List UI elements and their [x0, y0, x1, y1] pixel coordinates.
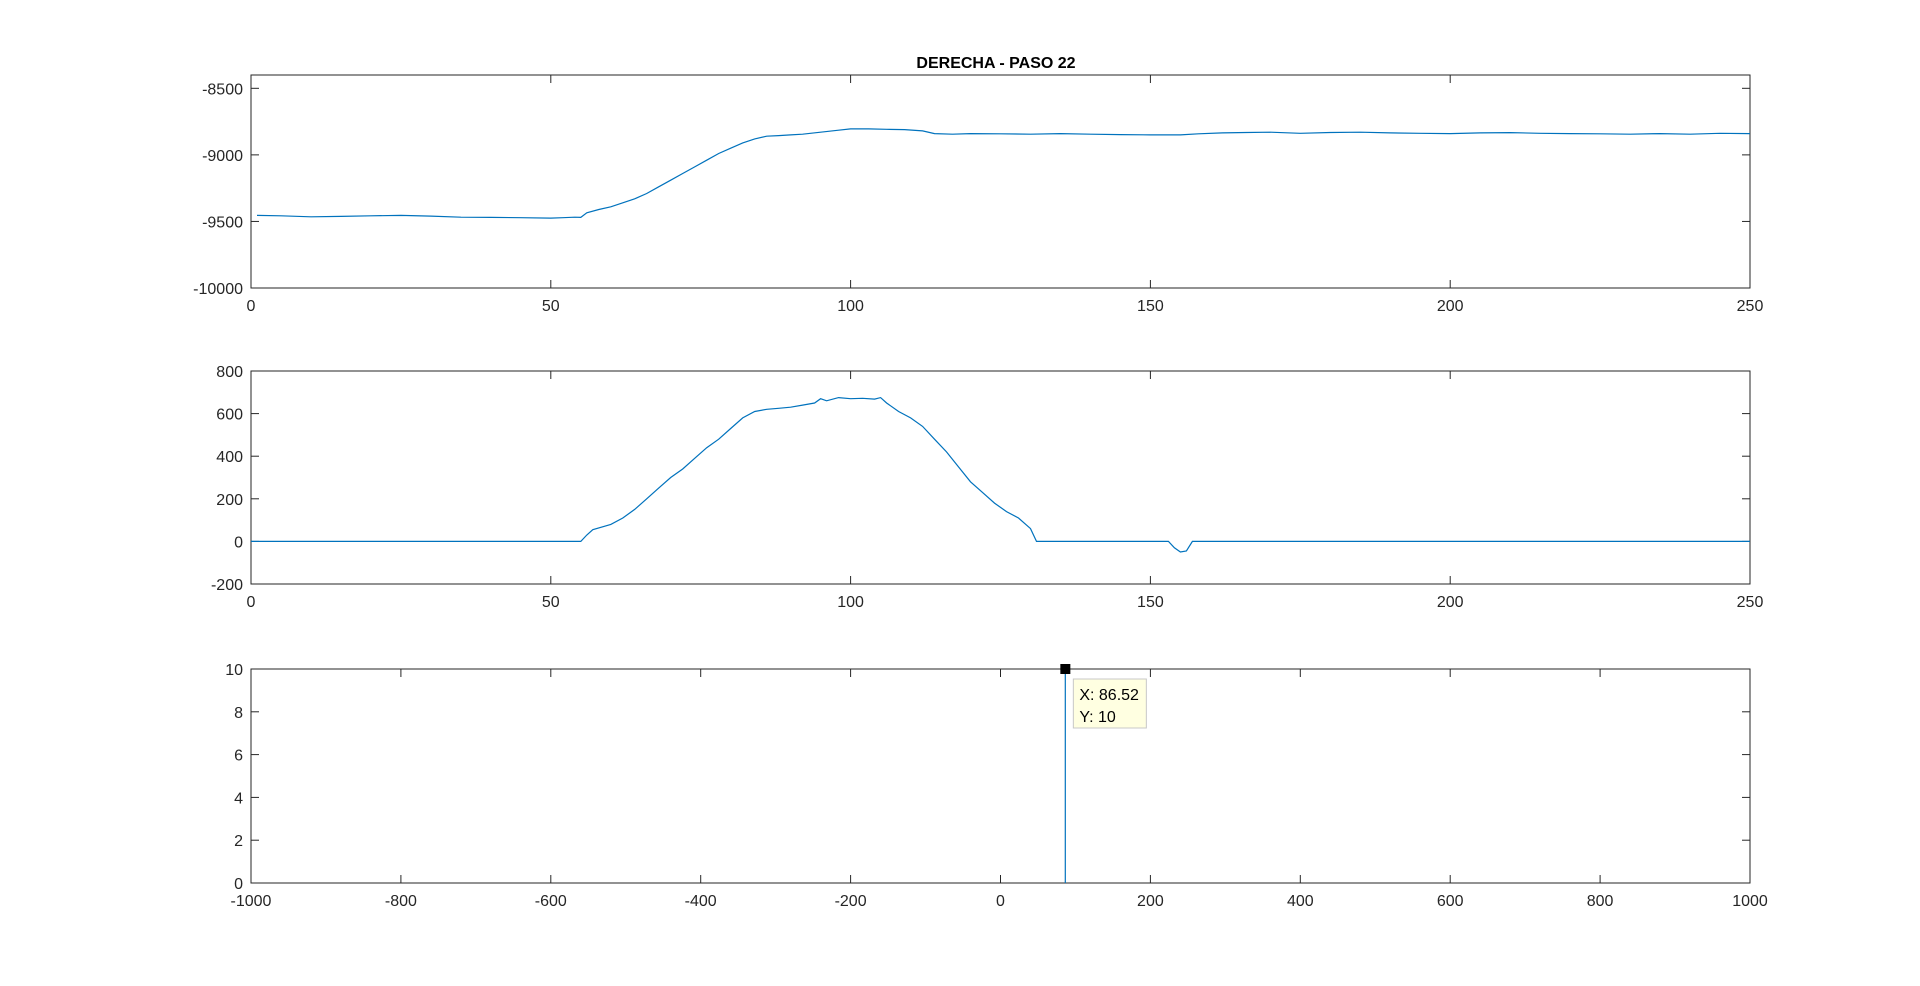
y-tick-label: 400: [216, 449, 243, 466]
x-tick-label: -800: [385, 893, 417, 910]
datatip-marker: [1060, 664, 1071, 674]
y-tick-label: 200: [216, 492, 243, 509]
y-tick-label: -10000: [193, 281, 243, 298]
x-tick-label: 100: [837, 594, 864, 611]
x-tick-label: 400: [1287, 893, 1314, 910]
y-tick-label: 10: [225, 662, 243, 679]
y-tick-label: 0: [234, 534, 243, 551]
x-tick-label: 250: [1737, 298, 1764, 315]
series-line: [251, 396, 1750, 553]
x-tick-label: 0: [247, 298, 256, 315]
x-tick-label: 200: [1437, 594, 1464, 611]
x-tick-label: 150: [1137, 594, 1164, 611]
y-tick-label: -8500: [202, 81, 243, 98]
y-tick-label: 6: [234, 748, 243, 765]
x-tick-label: 100: [837, 298, 864, 315]
y-tick-label: -9000: [202, 148, 243, 165]
x-tick-label: -400: [685, 893, 717, 910]
datatip-x-label: X: 86.52: [1079, 687, 1139, 704]
y-tick-label: 4: [234, 790, 243, 807]
x-tick-label: 200: [1437, 298, 1464, 315]
y-tick-label: -9500: [202, 214, 243, 231]
y-tick-label: 800: [216, 364, 243, 381]
x-tick-label: -600: [535, 893, 567, 910]
x-tick-label: 0: [996, 893, 1005, 910]
y-tick-label: 8: [234, 705, 243, 722]
subplot-1-axes-box: [250, 74, 1751, 289]
y-tick-label: 2: [234, 833, 243, 850]
x-tick-label: 1000: [1732, 893, 1768, 910]
series-line: [256, 128, 1750, 219]
chart-title: DERECHA - PASO 22: [916, 55, 1075, 72]
x-tick-label: 50: [542, 594, 560, 611]
y-tick-label: -200: [211, 577, 243, 594]
x-tick-label: 200: [1137, 893, 1164, 910]
y-tick-label: 600: [216, 407, 243, 424]
datatip-box: [1072, 678, 1147, 729]
y-tick-label: 0: [234, 876, 243, 893]
subplot-1: 0 50 100 150 200 250 -10000 -9500 -9000 -8500: [193, 74, 1764, 315]
subplot-2-axes-box: [250, 370, 1751, 585]
subplot-3: -1000 -800 -600 -400 -200 0 200 400 600 800 1000 0 2…: [225, 662, 1768, 910]
x-tick-label: 250: [1737, 594, 1764, 611]
x-tick-label: 150: [1137, 298, 1164, 315]
x-tick-label: -200: [835, 893, 867, 910]
x-tick-label: 50: [542, 298, 560, 315]
x-tick-label: 600: [1437, 893, 1464, 910]
datatip-y-label: Y: 10: [1079, 709, 1116, 726]
x-tick-label: 0: [247, 594, 256, 611]
x-tick-label: 800: [1587, 893, 1614, 910]
x-tick-label: -1000: [231, 893, 272, 910]
